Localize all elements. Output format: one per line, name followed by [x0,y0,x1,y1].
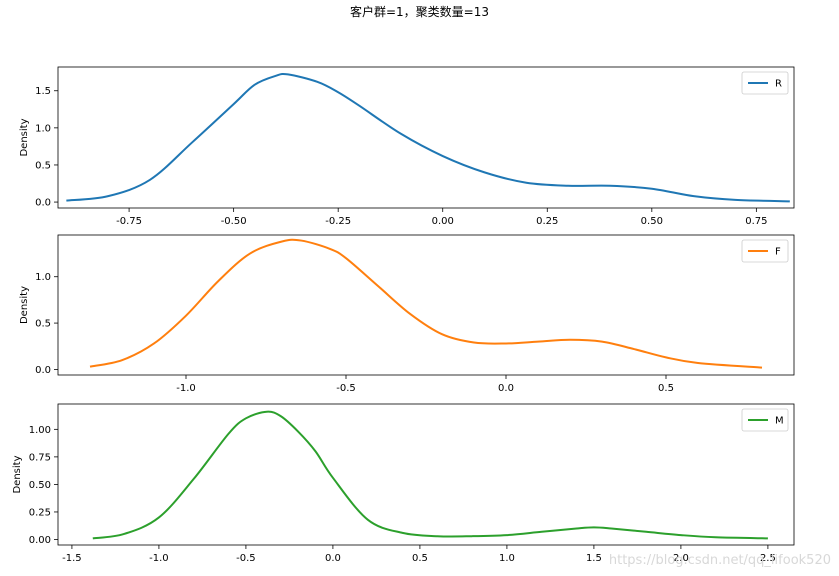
x-tick-label: 0.75 [745,216,767,227]
subplot-2: -1.0 -0.5 0.0 0.5 0.0 0.5 1.0 Density F [19,234,795,394]
legend-label: M [775,416,784,427]
x-tick-label: 0.0 [498,383,514,394]
x-tick-label: 0.00 [432,216,454,227]
x-tick-label: -1.0 [149,553,169,564]
subplot-3: -1.5 -1.0 -0.5 0.0 0.5 1.0 1.5 2.0 2.5 0.00 0.25 0.… [12,403,795,564]
watermark: https://blog.csdn.net/qq_lifook520 [608,553,831,568]
y-tick-label: 0.25 [29,507,51,518]
x-tick-label: -0.5 [236,553,256,564]
density-line-F [89,238,763,369]
density-line-R [66,72,790,203]
y-tick-label: 1.5 [35,86,51,97]
x-tick-label: 0.25 [536,216,558,227]
legend-label: F [775,247,781,258]
y-axis-label: Density [19,118,30,156]
x-tick-label: -0.50 [221,216,247,227]
y-tick-label: 0.00 [29,535,51,546]
y-tick-label: 0.5 [35,160,51,171]
y-axis-label: Density [12,455,23,493]
x-tick-label: 2.5 [760,553,776,564]
y-tick-label: 1.00 [29,425,51,436]
y-tick-label: 0.50 [29,480,51,491]
y-tick-label: 0.75 [29,452,51,463]
x-tick-label: 1.0 [499,553,515,564]
plot-frame [57,403,795,546]
subplot-1: -0.75 -0.50 -0.25 0.00 0.25 0.50 0.75 0.0 0.5 1.0… [19,66,795,227]
y-tick-label: 0.5 [35,319,51,330]
x-tick-label: -1.0 [176,383,196,394]
plot-frame [57,234,795,376]
x-tick-label: 0.5 [412,553,428,564]
plot-frame [57,66,795,209]
y-tick-label: 0.0 [35,365,51,376]
legend-label: R [775,79,782,90]
legend: R [741,71,789,95]
y-tick-label: 1.0 [35,272,51,283]
x-tick-label: 2.0 [673,553,689,564]
y-tick-label: 1.0 [35,123,51,134]
density-line-M [92,410,768,540]
y-axis-label: Density [19,286,30,324]
x-tick-label: 0.5 [658,383,674,394]
x-tick-label: 0.0 [325,553,341,564]
x-tick-label: -0.25 [325,216,351,227]
x-tick-label: -0.5 [336,383,356,394]
x-tick-label: 1.5 [586,553,602,564]
legend: F [741,239,789,263]
x-tick-label: -0.75 [116,216,142,227]
x-tick-label: -1.5 [62,553,82,564]
figure-title: 客户群=1，聚类数量=13 [349,5,489,19]
y-tick-label: 0.0 [35,198,51,209]
x-tick-label: 0.50 [641,216,663,227]
legend: M [741,408,789,432]
